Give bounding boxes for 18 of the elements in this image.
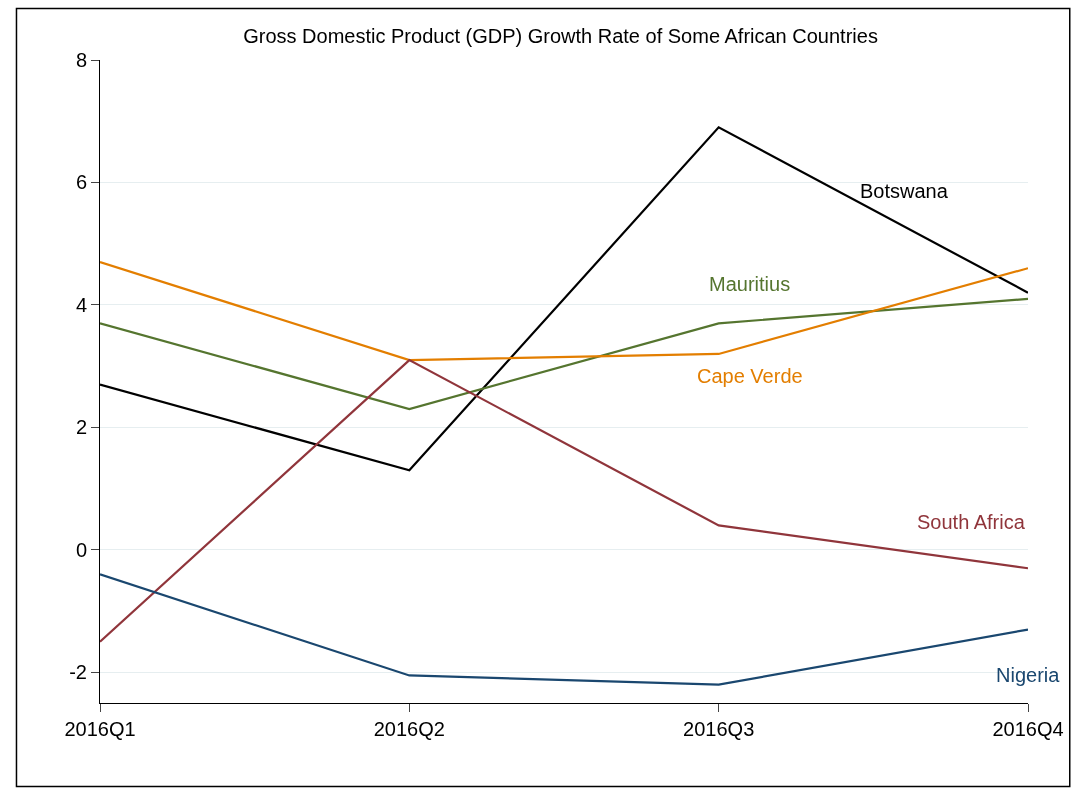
x-tick-label: 2016Q4 xyxy=(992,718,1064,740)
series-label: Botswana xyxy=(860,180,949,202)
x-tick-label: 2016Q1 xyxy=(64,718,136,740)
y-tick-label: 4 xyxy=(75,293,87,316)
line-series xyxy=(100,260,1028,362)
y-tick-label: 6 xyxy=(75,171,87,194)
series-label: Cape Verde xyxy=(697,365,803,387)
y-tick-label: -2 xyxy=(69,661,87,684)
y-tick-label: 8 xyxy=(75,49,87,71)
series-label: Nigeria xyxy=(996,664,1061,686)
series-label: Mauritius xyxy=(709,273,791,295)
y-tick-label: 2 xyxy=(75,416,87,439)
chart-title: Gross Domestic Product (GDP) Growth Rate of Some African Countries xyxy=(243,24,878,47)
line-series xyxy=(100,358,1028,643)
x-tick-label: 2016Q3 xyxy=(683,718,755,740)
series-label: South Africa xyxy=(917,511,1026,533)
y-tick-label: 0 xyxy=(75,538,87,561)
x-tick-label: 2016Q2 xyxy=(373,718,445,740)
